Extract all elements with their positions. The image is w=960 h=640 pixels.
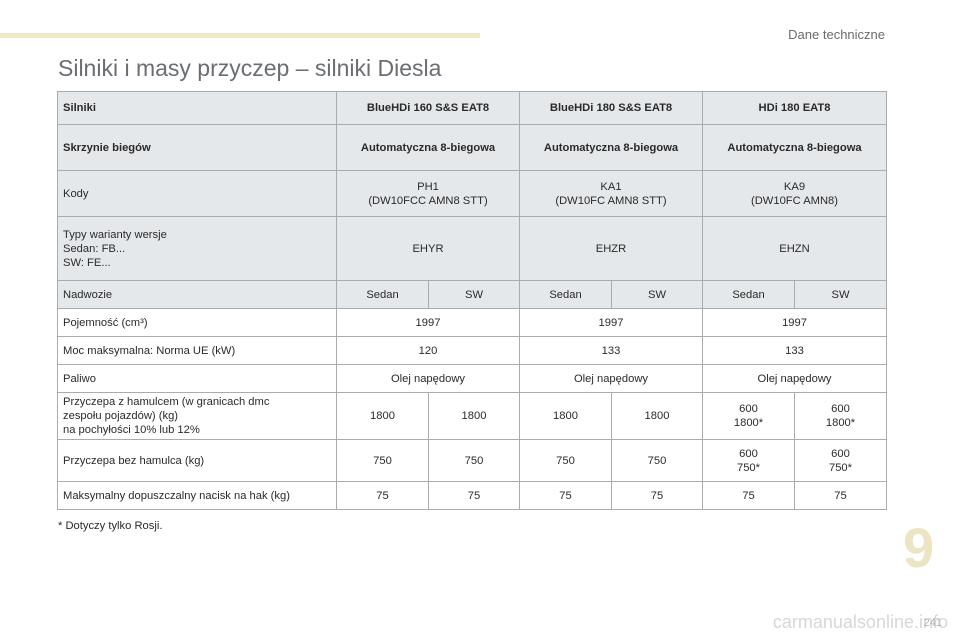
body-cell: Sedan — [519, 280, 612, 309]
table-row-engines: Silniki BlueHDi 160 S&S EAT8 BlueHDi 180… — [57, 91, 888, 125]
fuel-cell: Olej napędowy — [336, 364, 520, 393]
engine-spec-table: Silniki BlueHDi 160 S&S EAT8 BlueHDi 180… — [57, 91, 888, 510]
power-cell: 133 — [701, 336, 888, 365]
braked-trailer-cell: 600 1800* — [702, 392, 795, 440]
nose-weight-cell: 75 — [336, 481, 429, 510]
fuel-cell: Olej napędowy — [519, 364, 703, 393]
unbraked-trailer-cell: 600 750* — [793, 439, 888, 482]
unbraked-trailer-cell: 750 — [336, 439, 429, 482]
nose-weight-cell: 75 — [793, 481, 888, 510]
table-row-power: Moc maksymalna: Norma UE (kW) 120 133 13… — [57, 336, 888, 365]
table-row-braked-trailer: Przyczepa z hamulcem (w granicach dmc zes… — [57, 392, 888, 440]
capacity-cell: 1997 — [519, 308, 703, 337]
braked-trailer-cell: 600 1800* — [793, 392, 888, 440]
row-label: Przyczepa bez hamulca (kg) — [57, 439, 337, 482]
chapter-number: 9 — [903, 516, 935, 579]
gearbox-cell: Automatyczna 8-biegowa — [336, 124, 520, 171]
nose-weight-cell: 75 — [428, 481, 520, 510]
code-cell: KA1 (DW10FC AMN8 STT) — [519, 170, 703, 217]
page-number: 241 — [923, 617, 942, 629]
type-cell: EHZN — [701, 216, 888, 281]
body-cell: SW — [611, 280, 703, 309]
row-label: Silniki — [57, 91, 337, 125]
nose-weight-cell: 75 — [702, 481, 795, 510]
row-label: Maksymalny dopuszczalny nacisk na hak (k… — [57, 481, 337, 510]
body-cell: SW — [793, 280, 888, 309]
fuel-cell: Olej napędowy — [701, 364, 888, 393]
code-cell: PH1 (DW10FCC AMN8 STT) — [336, 170, 520, 217]
power-cell: 120 — [336, 336, 520, 365]
capacity-cell: 1997 — [336, 308, 520, 337]
capacity-cell: 1997 — [701, 308, 888, 337]
braked-trailer-cell: 1800 — [336, 392, 429, 440]
braked-trailer-cell: 1800 — [428, 392, 520, 440]
table-row-fuel: Paliwo Olej napędowy Olej napędowy Olej … — [57, 364, 888, 393]
table-row-unbraked-trailer: Przyczepa bez hamulca (kg) 750 750 750 7… — [57, 439, 888, 482]
unbraked-trailer-cell: 750 — [428, 439, 520, 482]
engine-header-2: BlueHDi 180 S&S EAT8 — [519, 91, 703, 125]
nose-weight-cell: 75 — [519, 481, 612, 510]
unbraked-trailer-cell: 600 750* — [702, 439, 795, 482]
nose-weight-cell: 75 — [611, 481, 703, 510]
engine-header-3: HDi 180 EAT8 — [701, 91, 888, 125]
engine-header-1: BlueHDi 160 S&S EAT8 — [336, 91, 520, 125]
table-row-gearboxes: Skrzynie biegów Automatyczna 8-biegowa A… — [57, 124, 888, 171]
braked-trailer-cell: 1800 — [519, 392, 612, 440]
footnote: * Dotyczy tylko Rosji. — [58, 520, 163, 532]
row-label: Nadwozie — [57, 280, 337, 309]
table-row-capacity: Pojemność (cm³) 1997 1997 1997 — [57, 308, 888, 337]
code-cell: KA9 (DW10FC AMN8) — [701, 170, 888, 217]
type-cell: EHYR — [336, 216, 520, 281]
row-label: Moc maksymalna: Norma UE (kW) — [57, 336, 337, 365]
unbraked-trailer-cell: 750 — [611, 439, 703, 482]
type-cell: EHZR — [519, 216, 703, 281]
header-accent-bar — [0, 33, 480, 38]
row-label: Pojemność (cm³) — [57, 308, 337, 337]
power-cell: 133 — [519, 336, 703, 365]
braked-trailer-cell: 1800 — [611, 392, 703, 440]
unbraked-trailer-cell: 750 — [519, 439, 612, 482]
page-title: Silniki i masy przyczep – silniki Diesla — [58, 55, 442, 81]
body-cell: Sedan — [702, 280, 795, 309]
table-row-codes: Kody PH1 (DW10FCC AMN8 STT) KA1 (DW10FC AM… — [57, 170, 888, 217]
gearbox-cell: Automatyczna 8-biegowa — [519, 124, 703, 171]
section-header: Dane techniczne — [788, 27, 885, 42]
body-cell: Sedan — [336, 280, 429, 309]
table-row-nose-weight: Maksymalny dopuszczalny nacisk na hak (k… — [57, 481, 888, 510]
watermark: carmanualsonline.info — [772, 612, 948, 632]
table-row-types: Typy warianty wersje Sedan: FB... SW: FE..… — [57, 216, 888, 281]
row-label: Paliwo — [57, 364, 337, 393]
row-label: Przyczepa z hamulcem (w granicach dmc zes… — [57, 392, 337, 440]
table-row-body: Nadwozie Sedan SW Sedan SW Sedan SW — [57, 280, 888, 309]
gearbox-cell: Automatyczna 8-biegowa — [701, 124, 888, 171]
body-cell: SW — [428, 280, 520, 309]
row-label: Typy warianty wersje Sedan: FB... SW: FE..… — [57, 216, 337, 281]
row-label: Skrzynie biegów — [57, 124, 337, 171]
row-label: Kody — [57, 170, 337, 217]
